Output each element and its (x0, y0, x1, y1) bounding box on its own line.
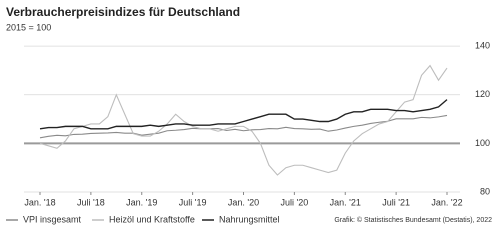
x-tick-label: Jan. '22 (431, 197, 462, 207)
x-tick-label: Juli '19 (179, 197, 207, 207)
source: Grafik: © Statistisches Bundesamt (Desta… (334, 216, 492, 224)
legend-label: VPI insgesamt (23, 214, 82, 224)
x-tick-label: Jan. '20 (228, 197, 259, 207)
x-tick-label: Juli '20 (281, 197, 309, 207)
chart-subtitle: 2015 = 100 (6, 22, 51, 32)
x-tick-label: Juli '18 (77, 197, 105, 207)
y-tick-label: 100 (475, 138, 490, 148)
legend-label: Heizöl und Kraftstoffe (109, 214, 195, 224)
series-line (39, 99, 448, 130)
y-tick-label: 80 (480, 186, 490, 196)
x-tick-label: Jan. '19 (126, 197, 157, 207)
x-tick-label: Jan. '21 (330, 197, 361, 207)
chart-title: Verbraucherpreisindizes für Deutschland (6, 5, 240, 19)
series-line (39, 114, 448, 139)
y-tick-label: 140 (475, 41, 490, 51)
y-tick-label: 120 (475, 89, 490, 99)
x-tick-label: Jan. '18 (24, 197, 55, 207)
legend-label: Nahrungsmittel (219, 214, 280, 224)
series-line (39, 64, 448, 176)
x-tick-label: Juli '21 (382, 197, 410, 207)
